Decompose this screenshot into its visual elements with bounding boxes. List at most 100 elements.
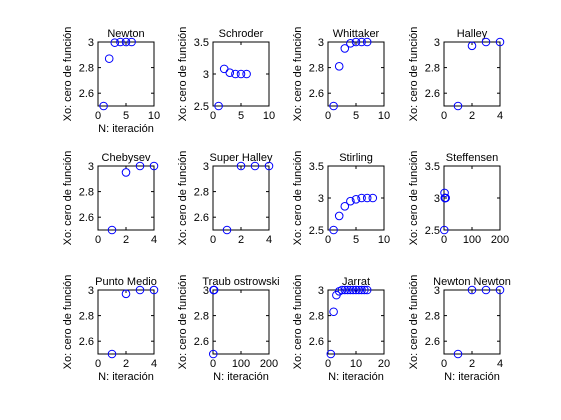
x-tick-label: 10 (350, 358, 362, 370)
x-tick-label: 10 (148, 110, 160, 122)
data-point (107, 349, 117, 359)
data-point (116, 37, 125, 47)
x-tick-label: 0 (441, 358, 447, 370)
y-tick-label: 3 (88, 37, 94, 49)
plot-frame (327, 41, 385, 107)
data-point (236, 161, 246, 171)
data-point (340, 202, 350, 211)
data-point (104, 54, 114, 63)
x-tick-label: 4 (497, 110, 503, 122)
y-tick-label: 2.5 (425, 225, 440, 237)
data-point (467, 41, 477, 51)
x-tick-label: 20 (378, 358, 390, 370)
y-tick-label: 2.6 (425, 88, 440, 100)
y-axis-label: Xo: cero de función (62, 27, 74, 122)
data-point (208, 349, 218, 359)
y-tick-label: 3 (88, 161, 94, 173)
x-tick-label: 5 (238, 110, 244, 122)
y-axis-label: Xo: cero de función (408, 275, 420, 370)
x-tick-label: 5 (353, 110, 359, 122)
plot-frame (97, 289, 155, 355)
subplot-title: Schroder (219, 28, 264, 40)
data-point (348, 285, 358, 295)
data-point (362, 37, 372, 47)
data-point (343, 285, 352, 295)
subplot-chebysev: 0 2 4 2.6 2.8 3 Chebysev Xo: cero de función (62, 151, 159, 246)
y-tick-label: 3 (434, 193, 440, 205)
data-point (495, 37, 505, 47)
subplot-title: Steffensen (446, 152, 498, 164)
x-tick-label: 100 (463, 234, 481, 246)
data-point (439, 225, 449, 235)
data-point (326, 349, 336, 359)
plot-frame (443, 165, 501, 231)
data-point (453, 349, 463, 359)
y-tick-label: 2.5 (309, 225, 324, 237)
plot-frame (443, 41, 501, 107)
x-tick-label: 0 (95, 110, 101, 122)
data-point (127, 37, 136, 47)
x-tick-label: 4 (151, 358, 157, 370)
x-axis-label: N: iteración (98, 123, 154, 135)
y-tick-label: 3 (203, 161, 209, 173)
subplot-title: Halley (457, 28, 488, 40)
y-tick-label: 2.6 (79, 212, 94, 224)
y-axis-label: Xo: cero de función (177, 27, 189, 122)
x-axis-label: N: iteración (213, 371, 269, 383)
y-tick-label: 2.6 (194, 336, 209, 348)
y-tick-label: 3 (318, 285, 324, 297)
y-tick-label: 3.5 (425, 161, 440, 173)
y-tick-label: 2.8 (79, 187, 94, 199)
y-tick-label: 2.8 (425, 63, 440, 75)
data-point (441, 193, 450, 203)
data-point (334, 62, 344, 71)
data-point (264, 161, 274, 171)
y-tick-label: 2.8 (79, 63, 94, 75)
data-point (354, 285, 364, 295)
subplot-title: Newton Newton (433, 276, 511, 288)
data-point (357, 193, 366, 203)
subplot-halley: 0 2 4 2.6 2.8 3 Halley Xo: cero de función (408, 27, 505, 122)
y-axis-label: Xo: cero de función (408, 27, 420, 122)
data-point (222, 225, 232, 235)
subplot-title: Whittaker (333, 28, 380, 40)
y-axis-label: Xo: cero de función (62, 151, 74, 246)
y-tick-label: 3 (88, 285, 94, 297)
y-tick-label: 2.8 (79, 311, 94, 323)
y-tick-label: 2.8 (309, 63, 324, 75)
x-axis-label: N: iteración (444, 371, 500, 383)
y-axis-label: Xo: cero de función (292, 27, 304, 122)
y-tick-label: 2.6 (79, 336, 94, 348)
y-axis-label: Xo: cero de función (292, 151, 304, 246)
data-point (135, 285, 145, 295)
data-point (231, 69, 240, 79)
data-point (329, 101, 338, 111)
x-tick-label: 4 (266, 234, 272, 246)
data-point (362, 285, 372, 295)
y-axis-label: Xo: cero de función (62, 275, 74, 370)
data-point (351, 194, 361, 204)
y-tick-label: 3 (203, 69, 209, 81)
data-point (110, 38, 120, 47)
data-point (149, 161, 159, 171)
data-point (209, 285, 219, 295)
data-point (329, 225, 338, 235)
data-point (351, 37, 361, 47)
data-point (440, 188, 449, 198)
data-point (214, 101, 223, 111)
x-tick-label: 0 (210, 234, 216, 246)
data-point (242, 69, 251, 79)
subplot-steffensen: 0 100 200 2.5 3 3.5 Steffensen Xo: cero de func… (408, 151, 509, 246)
x-tick-label: 0 (210, 110, 216, 122)
data-point (121, 168, 131, 177)
y-tick-label: 3 (434, 37, 440, 49)
data-point (121, 37, 131, 47)
data-point (357, 37, 366, 47)
data-point (360, 285, 369, 295)
data-point (337, 285, 347, 295)
y-tick-label: 2.8 (309, 311, 324, 323)
x-tick-label: 10 (378, 234, 390, 246)
subplot-title: Punto Medio (95, 276, 157, 288)
